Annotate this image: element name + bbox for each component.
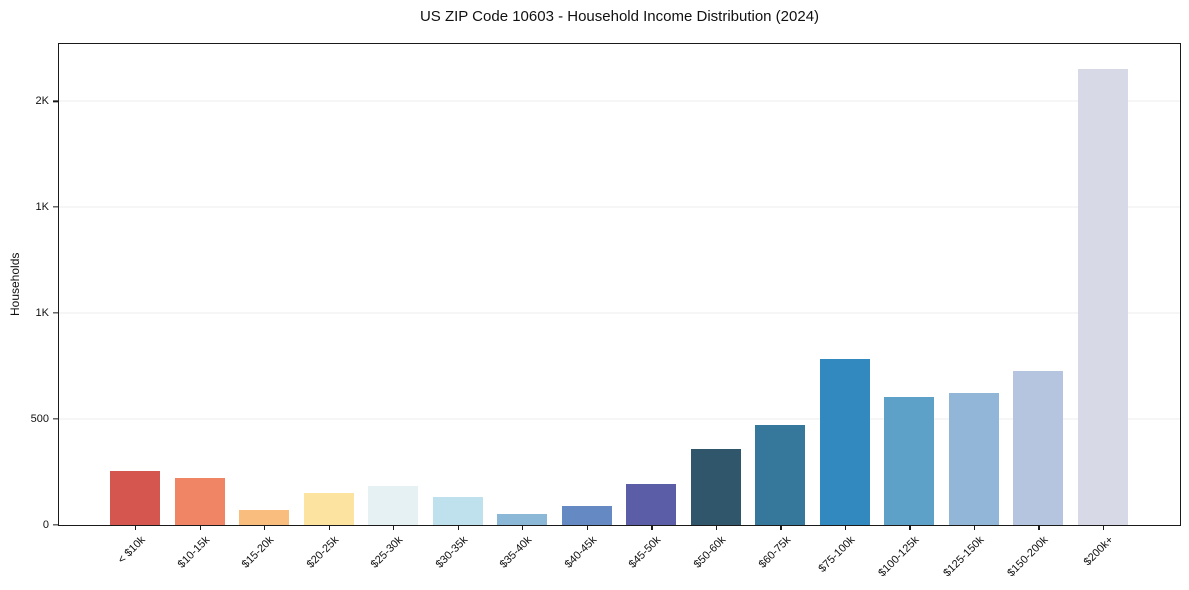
y-tick-label: 500 [30, 413, 49, 426]
x-tick-label: $10-15k [175, 534, 213, 571]
y-tick-mark [53, 100, 59, 102]
x-tick-label: $40-45k [562, 534, 600, 571]
bar [239, 510, 290, 525]
x-tick-mark [780, 525, 782, 530]
x-tick-label: < $10k [115, 534, 148, 567]
bar [368, 485, 419, 525]
x-tick-label: $45-50k [627, 534, 664, 571]
bar [303, 493, 354, 525]
x-tick-label: $30-35k [433, 534, 471, 571]
plot-area: 0 500 1K 1K 2K < $10k $10-15k $15-20k $20-25k $2… [31, 43, 1181, 579]
bar [819, 358, 870, 525]
x-tick-mark [1102, 525, 1105, 530]
bar-category: $125-150k [941, 44, 999, 579]
x-tick-mark [973, 525, 976, 530]
bar [1013, 371, 1064, 525]
x-tick-label: $60-75k [756, 534, 793, 571]
x-tick-label: $200k+ [1081, 534, 1116, 569]
bar [110, 470, 160, 525]
x-tick-label: $35-40k [498, 534, 535, 571]
x-tick-mark [909, 525, 911, 530]
bar [497, 514, 548, 525]
gridline [59, 206, 1180, 208]
gridline [59, 100, 1180, 102]
x-tick-mark [844, 525, 847, 530]
bar [755, 425, 806, 525]
x-tick-label: $25-30k [369, 534, 406, 571]
x-tick-mark [135, 525, 137, 530]
bar-category: $10-15k [174, 44, 225, 571]
bar-category: $60-75k [755, 44, 806, 571]
bar-category: $15-20k [239, 44, 290, 571]
gridline [59, 312, 1180, 314]
x-tick-label: $125-150k [941, 534, 987, 580]
bar [948, 392, 999, 525]
x-tick-label: $150-200k [1005, 534, 1051, 580]
x-tick-mark [715, 525, 718, 530]
y-tick-label: 1K [35, 201, 49, 214]
y-tick-mark [53, 524, 59, 526]
bar-category: $100-125k [877, 44, 935, 579]
x-tick-label: $15-20k [239, 534, 277, 571]
y-axis-label: Households [8, 252, 22, 317]
bar [1077, 69, 1128, 525]
bar [690, 448, 741, 525]
chart-title: US ZIP Code 10603 - Household Income Dis… [419, 8, 820, 25]
x-tick-mark [522, 525, 524, 530]
gridline [59, 418, 1180, 420]
bar-category: $40-45k [561, 44, 612, 571]
y-tick-label: 0 [42, 519, 49, 531]
bar-category: $25-30k [368, 44, 419, 571]
x-tick-mark [457, 525, 459, 530]
y-tick-mark [53, 312, 59, 314]
bar [626, 483, 677, 525]
x-tick-mark [264, 525, 266, 530]
x-tick-label: $75-100k [816, 534, 858, 575]
y-tick-mark [53, 206, 59, 208]
bar-category: $20-25k [303, 44, 354, 571]
bar-category: $35-40k [497, 44, 548, 571]
bar [884, 396, 935, 525]
bar-category: $30-35k [432, 44, 483, 571]
y-tick-label: 1K [35, 307, 49, 320]
bar-category: $45-50k [626, 44, 677, 571]
y-tick-mark [53, 418, 59, 420]
bar-category: $75-100k [816, 44, 870, 575]
y-tick-label: 2K [35, 95, 49, 108]
bar-category: $150-200k [1006, 44, 1064, 579]
bar [561, 505, 612, 525]
x-tick-label: $20-25k [304, 534, 342, 571]
bar [174, 478, 225, 525]
x-tick-mark [586, 525, 589, 530]
x-tick-mark [328, 525, 330, 530]
x-tick-mark [393, 525, 395, 530]
bar-category: < $10k [110, 44, 160, 566]
x-tick-mark [651, 525, 653, 530]
bar [432, 497, 483, 525]
x-tick-label: $50-60k [691, 534, 729, 571]
x-tick-mark [1038, 525, 1040, 530]
x-tick-label: $100-125k [876, 534, 922, 580]
bar-category: $200k+ [1077, 44, 1128, 568]
bars-row: < $10k $10-15k $15-20k $20-25k $25-30k $30-35… [59, 44, 1180, 579]
bar-category: $50-60k [690, 44, 741, 571]
x-tick-mark [199, 525, 201, 530]
